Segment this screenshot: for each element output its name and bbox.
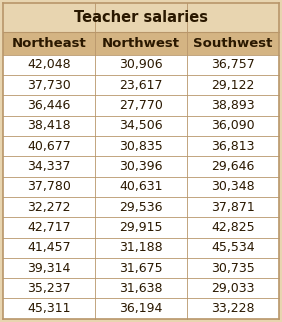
Text: 35,237: 35,237: [27, 282, 71, 295]
Text: 45,534: 45,534: [211, 241, 255, 254]
Bar: [3, 298, 279, 319]
Text: 39,314: 39,314: [27, 261, 70, 274]
Text: Southwest: Southwest: [193, 37, 273, 50]
Text: 37,780: 37,780: [27, 180, 71, 193]
Text: 42,048: 42,048: [27, 58, 71, 71]
Text: 30,835: 30,835: [119, 140, 163, 153]
Bar: [3, 3, 279, 32]
Bar: [3, 156, 279, 176]
Text: 36,757: 36,757: [211, 58, 255, 71]
Bar: [3, 197, 279, 217]
Text: Teacher salaries: Teacher salaries: [74, 10, 208, 25]
Bar: [3, 55, 279, 75]
Text: 30,735: 30,735: [211, 261, 255, 274]
Bar: [3, 116, 279, 136]
Text: 37,730: 37,730: [27, 79, 71, 92]
Text: 36,446: 36,446: [27, 99, 70, 112]
Text: 40,631: 40,631: [119, 180, 163, 193]
Text: 37,871: 37,871: [211, 201, 255, 213]
Bar: [3, 136, 279, 156]
Text: 34,337: 34,337: [27, 160, 70, 173]
Text: 40,677: 40,677: [27, 140, 71, 153]
Text: 42,825: 42,825: [211, 221, 255, 234]
Text: 33,228: 33,228: [212, 302, 255, 315]
Bar: [3, 217, 279, 238]
Text: Northeast: Northeast: [12, 37, 86, 50]
Text: 34,506: 34,506: [119, 119, 163, 132]
Text: 27,770: 27,770: [119, 99, 163, 112]
Text: 29,536: 29,536: [119, 201, 163, 213]
Text: 31,188: 31,188: [119, 241, 163, 254]
Text: Northwest: Northwest: [102, 37, 180, 50]
Bar: [3, 176, 279, 197]
Text: 41,457: 41,457: [27, 241, 71, 254]
Text: 38,893: 38,893: [211, 99, 255, 112]
Bar: [3, 258, 279, 278]
Bar: [3, 278, 279, 298]
Text: 31,638: 31,638: [119, 282, 163, 295]
Text: 29,033: 29,033: [212, 282, 255, 295]
Text: 42,717: 42,717: [27, 221, 71, 234]
Bar: [3, 95, 279, 116]
Text: 29,646: 29,646: [212, 160, 255, 173]
Bar: [3, 75, 279, 95]
Text: 38,418: 38,418: [27, 119, 71, 132]
Text: 36,194: 36,194: [119, 302, 163, 315]
Text: 31,675: 31,675: [119, 261, 163, 274]
Text: 30,348: 30,348: [211, 180, 255, 193]
Bar: [3, 32, 279, 55]
Text: 36,090: 36,090: [211, 119, 255, 132]
Text: 23,617: 23,617: [119, 79, 163, 92]
Text: 32,272: 32,272: [27, 201, 70, 213]
Text: 45,311: 45,311: [27, 302, 70, 315]
Bar: [3, 238, 279, 258]
Text: 30,396: 30,396: [119, 160, 163, 173]
Text: 29,915: 29,915: [119, 221, 163, 234]
Text: 30,906: 30,906: [119, 58, 163, 71]
Text: 29,122: 29,122: [212, 79, 255, 92]
Text: 36,813: 36,813: [212, 140, 255, 153]
